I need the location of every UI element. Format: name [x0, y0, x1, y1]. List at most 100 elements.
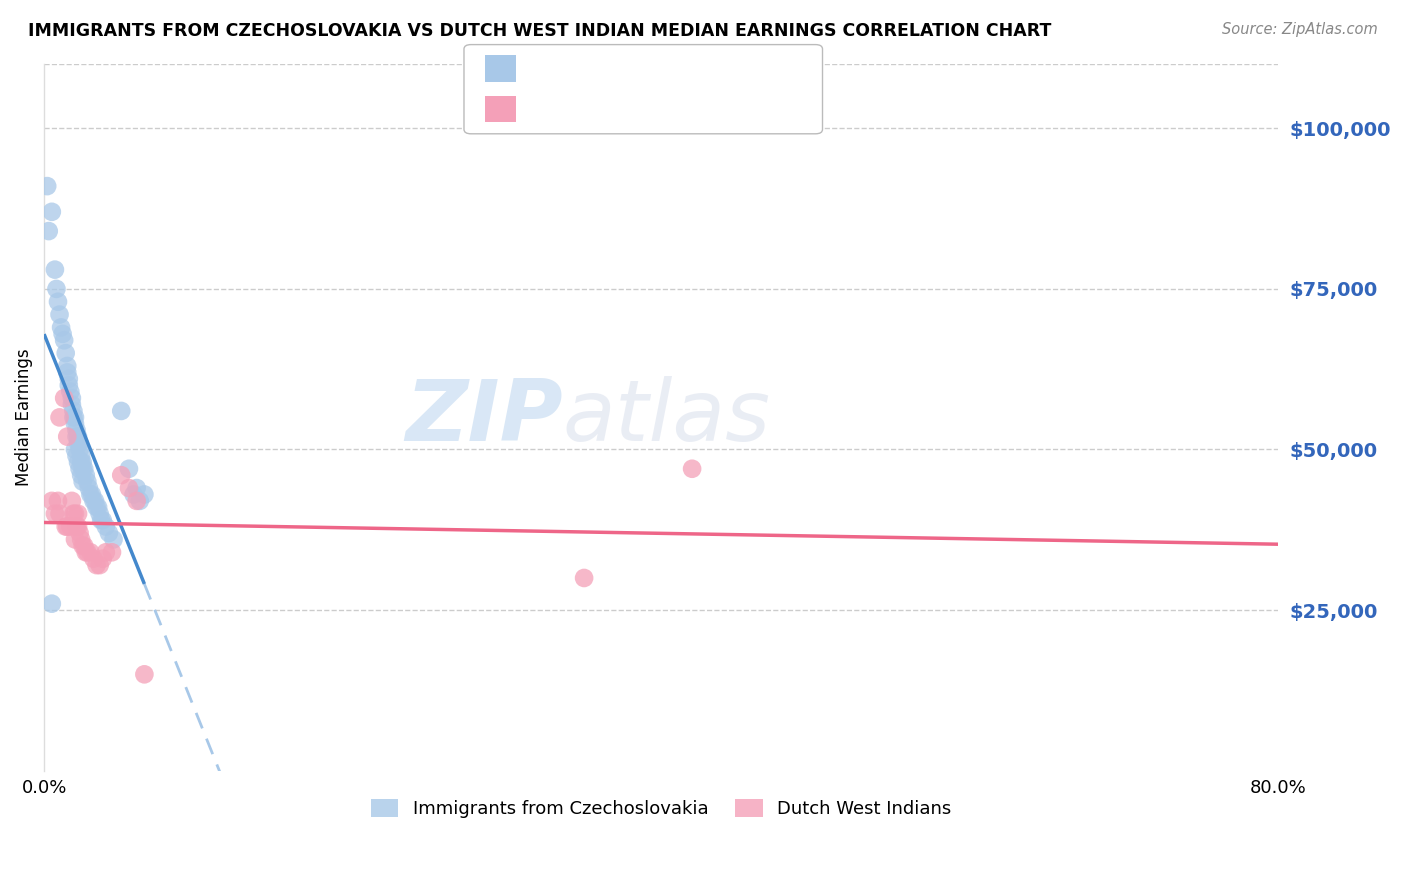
Point	[79, 487, 101, 501]
Point	[44, 507, 66, 521]
Point	[41, 494, 63, 508]
Point	[125, 481, 148, 495]
Point	[41, 597, 63, 611]
Point	[94, 545, 117, 559]
Point	[48, 507, 70, 521]
Point	[38, 224, 60, 238]
Point	[75, 468, 97, 483]
Point	[72, 475, 94, 489]
Text: IMMIGRANTS FROM CZECHOSLOVAKIA VS DUTCH WEST INDIAN MEDIAN EARNINGS CORRELATION : IMMIGRANTS FROM CZECHOSLOVAKIA VS DUTCH …	[28, 22, 1052, 40]
Point	[103, 533, 125, 547]
Point	[52, 326, 75, 341]
Point	[41, 204, 63, 219]
Point	[59, 519, 82, 533]
Point	[67, 519, 90, 533]
Point	[49, 320, 72, 334]
Point	[56, 365, 79, 379]
Point	[63, 507, 86, 521]
Point	[62, 507, 84, 521]
Point	[73, 462, 96, 476]
Point	[128, 494, 150, 508]
Point	[89, 558, 111, 573]
Point	[79, 545, 101, 559]
Point	[60, 494, 83, 508]
Point	[82, 551, 104, 566]
Y-axis label: Median Earnings: Median Earnings	[15, 349, 32, 486]
Point	[572, 571, 595, 585]
Point	[48, 308, 70, 322]
Point	[65, 423, 87, 437]
Point	[63, 417, 86, 431]
Point	[70, 449, 93, 463]
Point	[84, 494, 107, 508]
Point	[65, 519, 87, 533]
Point	[134, 487, 156, 501]
Point	[37, 179, 59, 194]
Text: N =: N =	[661, 100, 695, 118]
Point	[67, 455, 90, 469]
Point	[59, 384, 82, 399]
Point	[58, 378, 80, 392]
Point	[63, 533, 86, 547]
Text: Source: ZipAtlas.com: Source: ZipAtlas.com	[1222, 22, 1378, 37]
Point	[70, 533, 93, 547]
Point	[73, 539, 96, 553]
Point	[55, 519, 77, 533]
Point	[125, 494, 148, 508]
Point	[65, 430, 87, 444]
Text: -0.179: -0.179	[572, 60, 637, 78]
Point	[86, 558, 108, 573]
Point	[86, 500, 108, 515]
Point	[56, 430, 79, 444]
Text: 61: 61	[706, 60, 731, 78]
Point	[76, 475, 98, 489]
Point	[70, 455, 93, 469]
Point	[69, 442, 91, 457]
Point	[45, 282, 67, 296]
Point	[69, 526, 91, 541]
Text: R =: R =	[527, 100, 561, 118]
Point	[75, 545, 97, 559]
Text: N =: N =	[661, 60, 695, 78]
Text: -0.068: -0.068	[572, 100, 637, 118]
Point	[72, 462, 94, 476]
Point	[62, 410, 84, 425]
Point	[77, 481, 100, 495]
Point	[94, 519, 117, 533]
Point	[55, 346, 77, 360]
Point	[53, 333, 76, 347]
Point	[122, 487, 145, 501]
Point	[70, 468, 93, 483]
Point	[46, 294, 69, 309]
Point	[65, 449, 87, 463]
Point	[60, 398, 83, 412]
Point	[90, 513, 112, 527]
Point	[69, 436, 91, 450]
Point	[67, 507, 90, 521]
Point	[91, 551, 114, 566]
Point	[58, 372, 80, 386]
Point	[63, 442, 86, 457]
Point	[118, 481, 141, 495]
Point	[110, 468, 132, 483]
Point	[118, 462, 141, 476]
Point	[60, 391, 83, 405]
Point	[62, 404, 84, 418]
Text: ZIP: ZIP	[405, 376, 562, 458]
Point	[56, 359, 79, 373]
Point	[82, 494, 104, 508]
Point	[67, 436, 90, 450]
Point	[89, 507, 111, 521]
Point	[101, 545, 124, 559]
Text: 36: 36	[706, 100, 731, 118]
Point	[110, 404, 132, 418]
Point	[72, 455, 94, 469]
Point	[53, 391, 76, 405]
Point	[76, 545, 98, 559]
Text: atlas: atlas	[562, 376, 770, 458]
Point	[46, 494, 69, 508]
Legend: Immigrants from Czechoslovakia, Dutch West Indians: Immigrants from Czechoslovakia, Dutch We…	[364, 791, 959, 825]
Point	[67, 430, 90, 444]
Point	[80, 487, 103, 501]
Point	[44, 262, 66, 277]
